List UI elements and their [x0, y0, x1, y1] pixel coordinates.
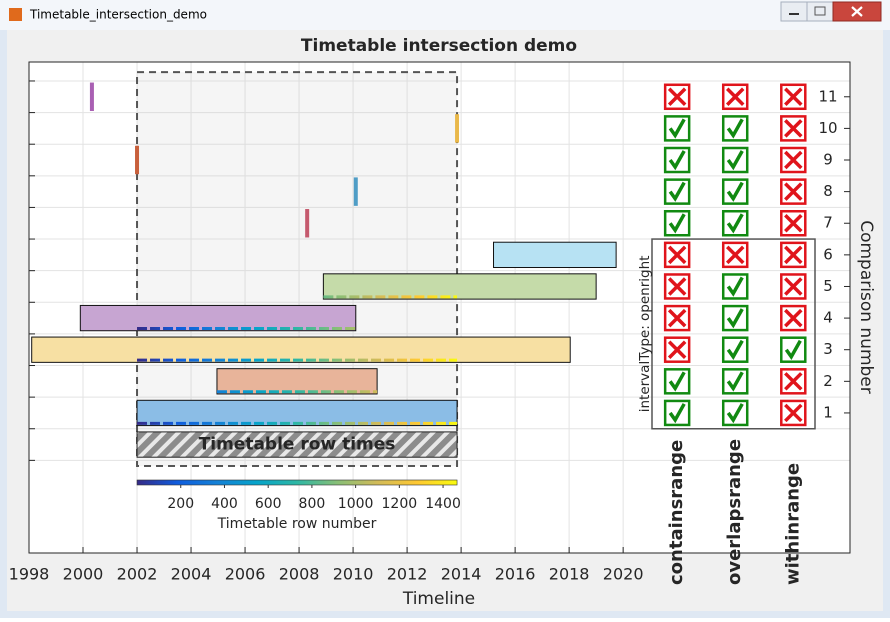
function-label: containsrange: [666, 440, 687, 585]
check-icon: [668, 181, 686, 202]
y2-tick-label: 1: [823, 403, 833, 421]
check-icon: [726, 339, 744, 360]
cross-icon: [784, 87, 803, 107]
cross-icon: [784, 372, 803, 391]
interval-bar: [79, 304, 357, 332]
plot: 1998 2000 2002 2004 2006 2008 2010 2012 2014 2016…: [9, 62, 850, 585]
x-tick-label: 2020: [603, 565, 644, 584]
function-label: overlapsrange: [724, 439, 745, 585]
interval-bar: [31, 336, 571, 363]
minimize-button[interactable]: [780, 1, 808, 22]
y2-tick-label: 11: [818, 87, 837, 105]
function-label: withinrange: [782, 463, 803, 585]
y2-tick-label: 4: [823, 309, 833, 327]
colorbar-tick-label: 800: [299, 496, 326, 512]
colorbar-tick-label: 1000: [338, 496, 374, 512]
check-icon: [726, 118, 744, 139]
cross-icon: [667, 245, 687, 265]
check-icon: [726, 308, 744, 329]
interval-bar: [136, 399, 458, 427]
colorbar-tick-label: 200: [167, 496, 194, 512]
cross-icon: [667, 87, 687, 107]
cross-icon: [725, 245, 745, 265]
x-tick-label: 2002: [117, 565, 158, 584]
window-title: Timetable_intersection_demo: [29, 8, 207, 22]
y2-tick-label: 2: [823, 372, 833, 390]
x-tick-label: 2012: [387, 565, 428, 584]
cross-icon: [784, 277, 803, 296]
interval-bar: [216, 368, 378, 395]
cross-icon: [667, 277, 687, 296]
colorbar-tick-label: 400: [211, 496, 238, 512]
cross-icon: [784, 245, 803, 265]
interval-type-box: [651, 238, 816, 430]
check-icon: [668, 150, 686, 171]
y2-tick-label: 10: [818, 119, 837, 137]
cross-icon: [784, 119, 803, 138]
check-icon: [726, 371, 744, 392]
x-tick-label: 2016: [495, 565, 536, 584]
app-icon: [9, 8, 22, 21]
check-icon: [668, 403, 686, 424]
cross-icon: [784, 150, 803, 170]
x-tick-label: 2018: [549, 565, 590, 584]
axes-border: [28, 61, 851, 554]
cross-icon: [784, 308, 803, 328]
check-icon: [784, 339, 802, 360]
chart-title: Timetable intersection demo: [301, 36, 577, 56]
y2-tick-label: 3: [823, 340, 833, 358]
x-tick-label: 2004: [171, 565, 212, 584]
check-icon: [726, 213, 744, 234]
y2-tick-label: 9: [823, 151, 833, 169]
y2-tick-label: 6: [823, 245, 833, 263]
row-times-bar: [136, 431, 458, 458]
x-tick-label: 2008: [279, 565, 320, 584]
colorbar-tick-label: 600: [255, 496, 282, 512]
check-box: [721, 273, 749, 300]
x-tick-label: 2006: [225, 565, 266, 584]
check-icon: [668, 213, 686, 234]
x-tick-label: 2014: [441, 565, 482, 584]
interval-bar: [493, 241, 617, 269]
colorbar: [136, 479, 458, 486]
cross-icon: [667, 308, 687, 328]
cross-icon: [667, 340, 687, 359]
check-box: [780, 336, 807, 363]
check-icon: [668, 118, 686, 139]
check-icon: [726, 276, 744, 297]
cross-icon: [784, 403, 803, 423]
maximize-button[interactable]: [806, 1, 834, 22]
x-tick-label: 2010: [333, 565, 374, 584]
y2-tick-label: 5: [823, 277, 833, 295]
row-times-label: Timetable row times: [199, 435, 396, 455]
cross-icon: [784, 182, 803, 201]
colorbar-tick-label: 1200: [382, 496, 418, 512]
colorbar-label: Timetable row number: [217, 516, 377, 532]
x-tick-label: 2000: [63, 565, 104, 584]
cross-icon: [784, 214, 803, 233]
check-icon: [726, 403, 744, 424]
close-icon: [851, 6, 863, 17]
y2-tick-label: 8: [823, 182, 833, 200]
x-axis-label: Timeline: [402, 589, 475, 609]
colorbar-tick-label: 1400: [425, 496, 461, 512]
check-icon: [668, 371, 686, 392]
check-icon: [726, 181, 744, 202]
title-bar: [0, 0, 890, 30]
interval-bar: [322, 273, 597, 300]
y2-tick-label: 7: [823, 214, 833, 232]
interval-type-label: intervalType: openright: [637, 256, 653, 413]
cross-icon: [725, 87, 745, 107]
check-icon: [726, 150, 744, 171]
y2-axis-label: Comparison number: [856, 220, 876, 394]
maximize-icon: [814, 6, 826, 16]
x-tick-label: 1998: [9, 565, 50, 584]
